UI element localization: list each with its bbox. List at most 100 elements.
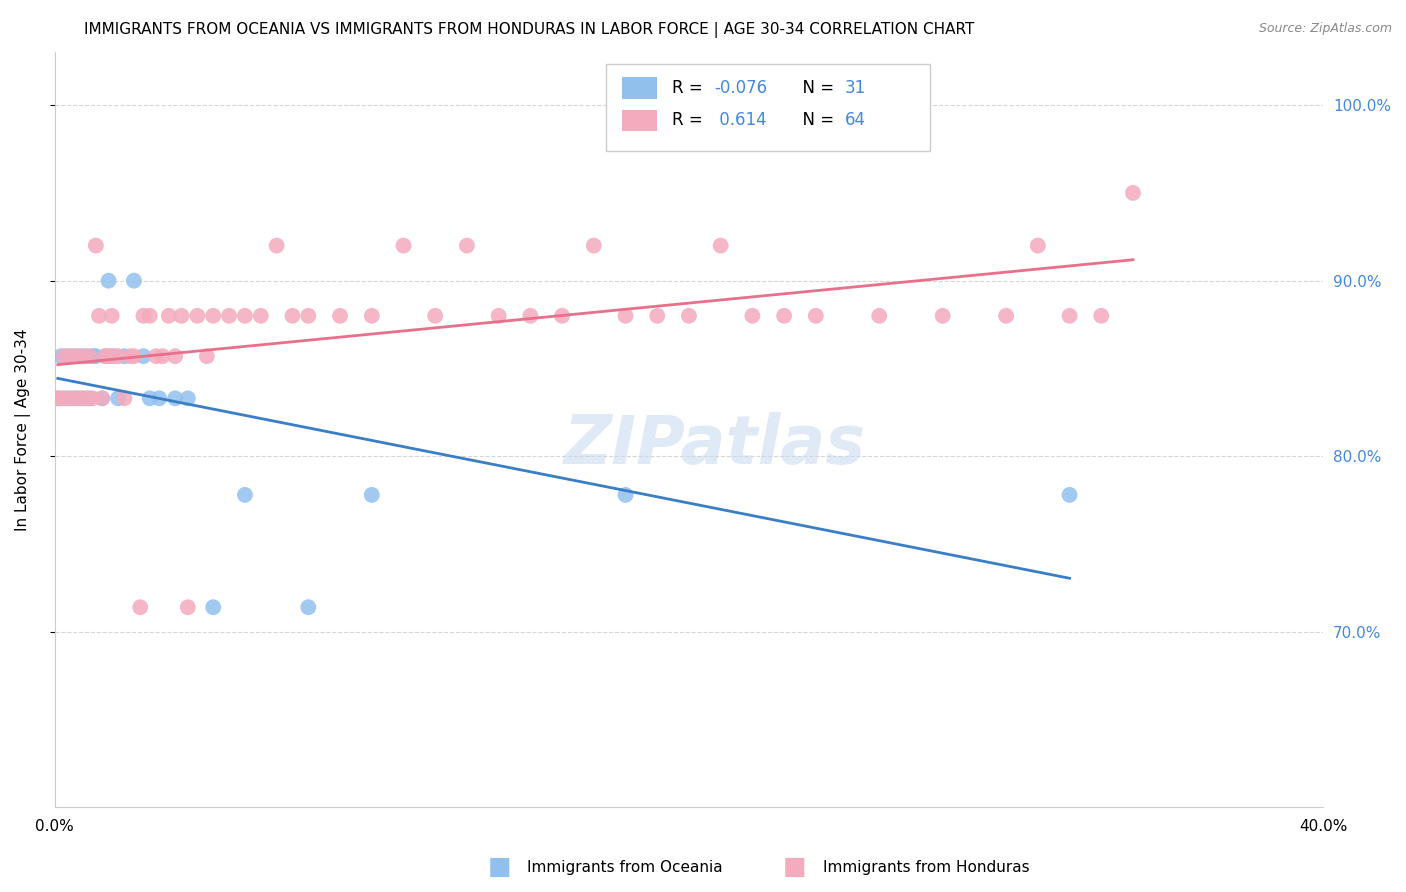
Point [66,392,89,406]
Point [69,392,91,406]
Point [139,309,162,323]
Text: -0.076: -0.076 [714,79,768,97]
Text: R =: R = [672,79,709,97]
Point [79,349,101,363]
Point [56,392,79,406]
Point [931,309,953,323]
Text: 64: 64 [845,112,866,129]
Point [53,392,76,406]
Point [122,349,145,363]
Point [582,238,605,252]
Point [107,392,129,406]
Point [107,349,129,363]
Point [488,309,510,323]
Point [91,392,114,406]
Text: Source: ZipAtlas.com: Source: ZipAtlas.com [1258,22,1392,36]
Text: R =: R = [672,112,709,129]
Text: Immigrants from Oceania: Immigrants from Oceania [527,860,723,874]
Point [157,309,180,323]
Text: ■: ■ [488,855,510,879]
Point [59,349,82,363]
Point [741,309,763,323]
Point [100,309,122,323]
Point [62,392,84,406]
Point [72,349,94,363]
Point [281,309,304,323]
Point [152,349,174,363]
Point [97,274,120,288]
Point [100,349,122,363]
Point [678,309,700,323]
FancyBboxPatch shape [621,78,657,98]
Point [112,392,135,406]
Point [84,349,107,363]
Point [165,392,187,406]
Point [773,309,796,323]
Text: N =: N = [792,79,839,97]
Point [218,309,240,323]
Point [112,349,135,363]
Point [249,309,271,323]
Point [177,392,200,406]
Point [186,309,208,323]
Point [87,309,110,323]
Point [202,309,225,323]
Text: Immigrants from Honduras: Immigrants from Honduras [823,860,1029,874]
Text: 31: 31 [845,79,866,97]
Point [233,488,256,502]
Point [56,349,79,363]
Text: ZIPatlas: ZIPatlas [564,412,865,478]
Point [94,349,117,363]
Point [868,309,890,323]
Point [139,392,162,406]
Point [49,349,72,363]
Point [645,309,668,323]
Text: ■: ■ [783,855,806,879]
FancyBboxPatch shape [606,64,929,151]
Point [69,349,91,363]
Point [710,238,733,252]
Point [148,392,170,406]
Point [1122,186,1144,200]
Point [165,349,187,363]
Point [995,309,1018,323]
Point [614,488,637,502]
Point [91,392,114,406]
Point [551,309,574,323]
Point [82,392,104,406]
Point [46,392,69,406]
Point [266,238,288,252]
Point [94,349,117,363]
Point [97,349,120,363]
Point [177,600,200,615]
Point [519,309,541,323]
Point [804,309,827,323]
Point [297,309,319,323]
Point [104,349,127,363]
Point [1026,238,1049,252]
Point [456,238,478,252]
Point [233,309,256,323]
Point [75,349,97,363]
Point [59,392,82,406]
Point [49,392,72,406]
Point [82,349,104,363]
Point [120,349,142,363]
Point [297,600,319,615]
Point [170,309,193,323]
Point [62,349,84,363]
Point [75,392,97,406]
Point [614,309,637,323]
Point [132,309,155,323]
Point [129,600,152,615]
Text: IMMIGRANTS FROM OCEANIA VS IMMIGRANTS FROM HONDURAS IN LABOR FORCE | AGE 30-34 C: IMMIGRANTS FROM OCEANIA VS IMMIGRANTS FR… [84,22,974,38]
Text: N =: N = [792,112,839,129]
Point [46,392,69,406]
Point [195,349,218,363]
Point [360,309,382,323]
Point [329,309,352,323]
Point [425,309,447,323]
Point [145,349,167,363]
Point [1090,309,1112,323]
Point [132,349,155,363]
